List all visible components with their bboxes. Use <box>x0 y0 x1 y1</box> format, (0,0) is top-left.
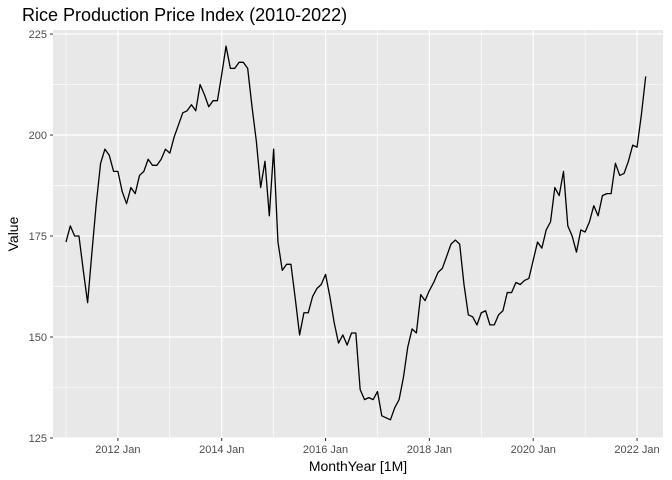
x-axis: 2012 Jan 2014 Jan 2016 Jan 2018 Jan 2020 Jan… <box>95 438 660 456</box>
x-tick-label: 2014 Jan <box>199 444 244 456</box>
y-axis-title: Value <box>5 216 21 251</box>
x-tick-label: 2016 Jan <box>303 444 348 456</box>
x-tick-label: 2018 Jan <box>407 444 452 456</box>
series-line-value <box>65 45 647 421</box>
x-tick-label: 2020 Jan <box>511 444 556 456</box>
y-tick-label: 225 <box>29 29 47 41</box>
chart-title: Rice Production Price Index (2010-2022) <box>22 5 348 25</box>
x-axis-title: MonthYear [1M] <box>309 458 407 474</box>
y-tick-label: 150 <box>29 332 47 344</box>
major-gridlines <box>53 30 663 439</box>
y-axis: 125 150 175 200 225 <box>29 29 53 445</box>
y-tick-label: 175 <box>29 231 47 243</box>
minor-gridlines <box>53 30 663 438</box>
x-tick-label: 2012 Jan <box>95 444 140 456</box>
y-tick-label: 125 <box>29 433 47 445</box>
plot-panel <box>53 30 663 438</box>
y-tick-label: 200 <box>29 130 47 142</box>
x-tick-label: 2022 Jan <box>614 444 659 456</box>
